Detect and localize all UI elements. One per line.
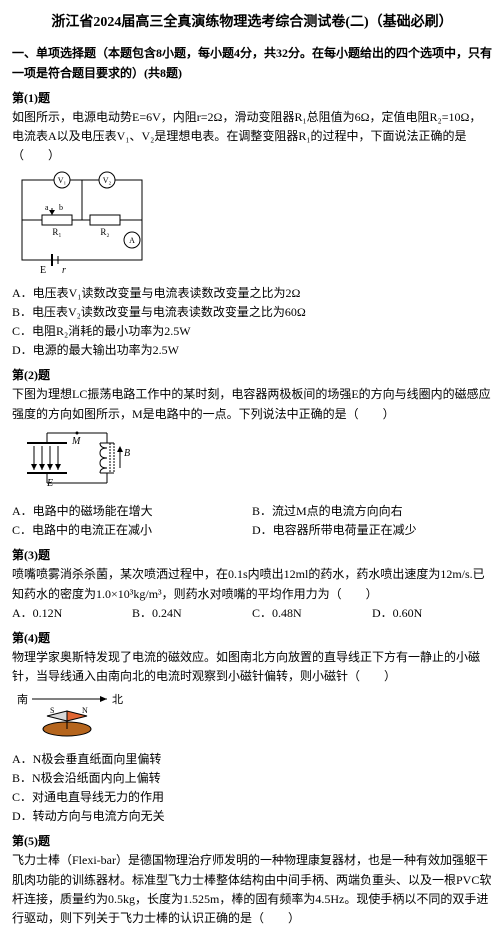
q4-optD: D．转动方向与电流方向无关 [12,807,492,826]
compass-south-label: 南 [17,693,28,706]
q4-optB: B．N极会沿纸面内向上偏转 [12,769,492,788]
q1-options: A．电压表V₁读数改变量与电流表读数改变量之比为2Ω B．电压表V₂读数改变量与… [12,284,492,361]
q3-stem: 喷嘴喷雾消杀杀菌，某次喷洒过程中，在0.1s内喷出12ml的药水，药水喷出速度为… [12,565,492,603]
q2-optD: D．电容器所带电荷量正在减少 [252,521,492,540]
q1-stem: 如图所示，电源电动势E=6V，内阻r=2Ω，滑动变阻器R₁总阻值为6Ω，定值电阻… [12,108,492,166]
q4-number: 第(4)题 [12,629,492,648]
q2-stem: 下图为理想LC振荡电路工作中的某时刻，电容器两极板间的场强E的方向与线圈内的磁感… [12,385,492,423]
svg-text:V₁: V₁ [58,176,67,185]
q3-optC: C．0.48N [252,604,372,623]
q4-optC: C．对通电直导线无力的作用 [12,788,492,807]
svg-text:B: B [124,448,130,459]
section-heading: 一、单项选择题（本题包含8小题，每小题4分，共32分。在每小题给出的四个选项中，… [12,44,492,82]
q4-figure: 南 北 S N [12,691,492,746]
q3-optB: B．0.24N [132,604,252,623]
q1-optD: D．电源的最大输出功率为2.5W [12,341,492,360]
q2-optA: A．电路中的磁场能在增大 [12,502,252,521]
q2-optC: C．电路中的电流正在减小 [12,521,252,540]
q3-options: A．0.12N B．0.24N C．0.48N D．0.60N [12,604,492,623]
svg-text:R₁: R₁ [52,227,61,237]
svg-text:r: r [62,265,66,276]
q1-optA: A．电压表V₁读数改变量与电流表读数改变量之比为2Ω [12,284,492,303]
q1-number: 第(1)题 [12,89,492,108]
q1-optB: B．电压表V₂读数改变量与电流表读数改变量之比为60Ω [12,303,492,322]
q4-options: A．N极会垂直纸面向里偏转 B．N极会沿纸面内向上偏转 C．对通电直导线无力的作… [12,750,492,827]
q2-options: A．电路中的磁场能在增大 B．流过M点的电流方向向右 C．电路中的电流正在减小 … [12,502,492,540]
svg-text:a: a [45,203,49,212]
svg-text:A: A [129,236,135,245]
svg-text:M: M [71,436,81,447]
q3-number: 第(3)题 [12,546,492,565]
svg-text:N: N [82,706,88,715]
q2-optB: B．流过M点的电流方向向右 [252,502,492,521]
q2-figure: E M B [12,428,492,498]
q2-number: 第(2)题 [12,366,492,385]
q5-stem: 飞力士棒（Flexi-bar）是德国物理治疗师发明的一种物理康复器材，也是一种有… [12,851,492,928]
page-title: 浙江省2024届高三全真演练物理选考综合测试卷(二)（基础必刷） [12,12,492,34]
svg-text:b: b [59,203,63,212]
q4-optA: A．N极会垂直纸面向里偏转 [12,750,492,769]
svg-text:R₂: R₂ [100,227,109,237]
q3-optD: D．0.60N [372,604,492,623]
svg-text:E: E [40,265,46,276]
svg-text:V₂: V₂ [103,176,112,185]
q3-optA: A．0.12N [12,604,132,623]
q1-figure: V₁ V₂ R₁ a b R₂ A E r [12,170,492,280]
q1-optC: C．电阻R₂消耗的最小功率为2.5W [12,322,492,341]
q5-number: 第(5)题 [12,832,492,851]
compass-north-label: 北 [112,693,123,706]
q4-stem: 物理学家奥斯特发现了电流的磁效应。如图南北方向放置的直导线正下方有一静止的小磁针… [12,648,492,686]
svg-text:S: S [50,706,54,715]
